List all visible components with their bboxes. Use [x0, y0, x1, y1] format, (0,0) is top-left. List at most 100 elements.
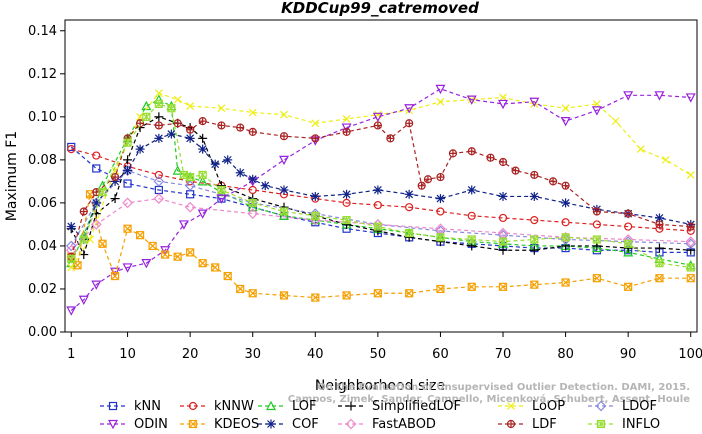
data-point: [686, 263, 695, 272]
data-point: [686, 245, 696, 255]
x-tick-label: 30: [244, 347, 261, 362]
data-point: [217, 121, 226, 130]
legend: kNN kNNW LOF SimplifiedLOF LoOP LDOF ODIN KDEOS…: [100, 399, 660, 432]
legend-marker: [596, 419, 606, 429]
data-point: [655, 274, 664, 283]
data-point: [624, 222, 633, 231]
data-point: [79, 207, 88, 216]
data-point: [530, 170, 539, 180]
data-point: [311, 119, 320, 128]
y-axis-label: Maximum F1: [4, 131, 20, 221]
legend-item-knnw: kNNW: [180, 399, 254, 414]
legend-marker: [506, 419, 516, 429]
data-point: [153, 193, 165, 204]
data-point: [135, 231, 145, 240]
data-point: [655, 259, 664, 268]
y-tick-label: 0.00: [28, 325, 57, 340]
legend-label: LoOP: [532, 399, 565, 414]
data-point: [448, 149, 458, 158]
data-point: [135, 119, 145, 128]
data-point: [311, 134, 320, 143]
data-point: [591, 106, 602, 116]
data-point: [79, 250, 89, 260]
legend-label: ODIN: [134, 417, 168, 432]
data-point: [561, 233, 570, 242]
data-point: [78, 295, 89, 305]
data-point: [498, 157, 508, 167]
data-point: [342, 198, 351, 207]
data-point: [210, 159, 220, 169]
watermark-line-1: On the Evaluation of Unsupervised Outlie…: [317, 382, 690, 393]
y-tick-label: 0.14: [28, 24, 57, 39]
data-point: [148, 241, 157, 251]
data-point: [154, 121, 163, 130]
data-point: [417, 181, 426, 190]
data-point: [467, 185, 477, 195]
series-kdeos: [67, 190, 695, 302]
data-point: [423, 175, 433, 184]
data-point: [498, 237, 508, 246]
data-point: [342, 189, 352, 199]
data-point: [654, 91, 665, 101]
data-point: [486, 153, 495, 162]
data-point: [405, 228, 414, 238]
data-point: [154, 112, 164, 122]
legend-label: kNNW: [214, 399, 254, 414]
data-point: [592, 207, 601, 216]
y-tick-label: 0.10: [28, 110, 57, 125]
data-point: [110, 194, 120, 204]
data-point: [110, 172, 120, 182]
legend-item-knn: kNN: [100, 399, 161, 414]
data-point: [686, 222, 695, 231]
data-point: [122, 197, 133, 209]
data-point: [154, 170, 163, 180]
data-point: [248, 289, 257, 298]
legend-item-simplifiedlof: SimplifiedLOF: [338, 399, 461, 414]
x-tick-label: 80: [557, 347, 574, 362]
data-point: [280, 110, 288, 119]
data-point: [436, 97, 445, 106]
data-point: [498, 282, 508, 291]
legend-item-odin: ODIN: [100, 417, 168, 432]
data-point: [216, 194, 227, 204]
data-point: [67, 254, 76, 263]
data-point: [186, 172, 195, 182]
data-point: [404, 189, 414, 199]
legend-label: SimplifiedLOF: [372, 399, 461, 414]
data-point: [92, 164, 101, 173]
series-inflo: [67, 99, 695, 272]
data-point: [185, 133, 195, 143]
data-point: [247, 208, 259, 220]
data-point: [173, 95, 182, 104]
data-point: [235, 168, 245, 178]
data-point: [66, 306, 77, 316]
y-tick-label: 0.06: [28, 196, 57, 211]
y-tick-label: 0.08: [28, 153, 57, 168]
legend-item-cof: COF: [258, 417, 319, 432]
data-point: [166, 129, 176, 139]
data-point: [135, 144, 145, 154]
data-point: [529, 245, 539, 255]
x-axis-label: Neighborhood size: [315, 378, 445, 394]
legend-label: INFLO: [622, 417, 660, 432]
data-point: [153, 176, 165, 187]
data-point: [92, 151, 101, 160]
data-point: [373, 289, 382, 298]
data-point: [342, 291, 351, 300]
data-point: [530, 280, 539, 289]
data-point: [342, 127, 351, 136]
data-point: [142, 112, 151, 121]
data-point: [624, 209, 633, 218]
data-point: [197, 176, 208, 186]
data-point: [73, 261, 82, 270]
data-point: [248, 174, 258, 184]
legend-marker: [507, 402, 515, 410]
data-point: [436, 172, 445, 182]
x-tick-label: 60: [432, 347, 449, 362]
legend-item-loop: LoOP: [498, 399, 565, 414]
data-point: [65, 240, 77, 252]
data-point: [123, 166, 133, 176]
data-point: [341, 123, 352, 133]
data-point: [467, 211, 476, 220]
